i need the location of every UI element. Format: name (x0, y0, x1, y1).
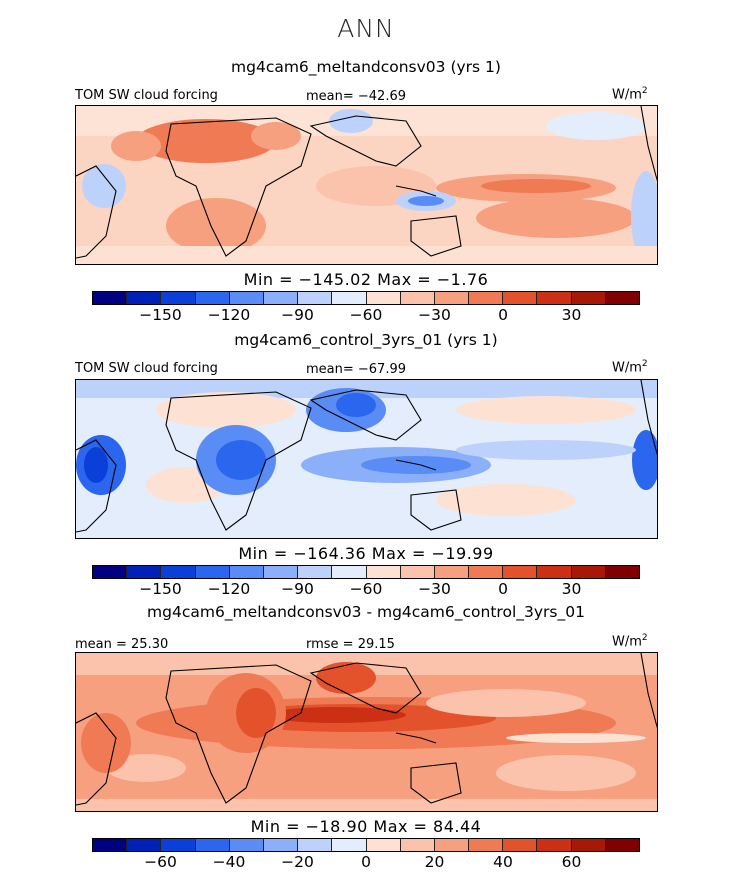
colorbar-tick-label: 30 (561, 580, 582, 598)
colorbar-swatch (263, 839, 299, 851)
panel-1-map-svg (76, 106, 657, 264)
colorbar-tick-label: 20 (424, 853, 445, 871)
colorbar-swatch (263, 566, 299, 578)
colorbar-swatch (400, 566, 435, 578)
colorbar-swatch (366, 292, 401, 304)
panel-3-min-max: Min = −18.90 Max = 84.44 (250, 817, 482, 836)
figure-title: ANN (337, 14, 395, 43)
panel-2-map (75, 379, 658, 539)
colorbar-tick-label: 0 (498, 580, 508, 598)
colorbar-tick-label: −30 (418, 306, 451, 324)
panel-3-map-svg (76, 653, 657, 811)
colorbar-swatch (229, 292, 264, 304)
colorbar-swatch (605, 566, 639, 578)
colorbar-swatch (229, 566, 264, 578)
panel-2-map-svg (76, 380, 657, 538)
colorbar-swatch (93, 566, 128, 578)
panel-3-rmse-label: rmse = 29.15 (306, 637, 395, 652)
panel-3-units: W/m2 (612, 633, 648, 650)
panel-1-variable-label: TOM SW cloud forcing (75, 88, 218, 103)
panel-1-map (75, 105, 658, 265)
colorbar-tick-label: 30 (561, 306, 582, 324)
colorbar-tick-label: 0 (498, 306, 508, 324)
panel-3-mean-label: mean = 25.30 (75, 637, 169, 652)
colorbar-swatch (161, 292, 196, 304)
colorbar-swatch (571, 292, 606, 304)
colorbar-swatch (434, 839, 470, 851)
colorbar-tick-label: −90 (281, 306, 314, 324)
colorbar-swatch (400, 292, 435, 304)
panel-3-colorbar (92, 838, 640, 852)
colorbar-swatch (332, 292, 367, 304)
colorbar-tick-label: 40 (493, 853, 513, 871)
colorbar-swatch (298, 292, 333, 304)
colorbar-tick-label: −90 (281, 580, 314, 598)
panel-1-mean-label: mean= −42.69 (306, 89, 407, 104)
panel-2-title: mg4cam6_control_3yrs_01 (yrs 1) (234, 331, 498, 349)
colorbar-tick-label: −150 (139, 306, 182, 324)
panel-2-mean-label: mean= −67.99 (306, 362, 407, 377)
colorbar-tick-label: 60 (561, 853, 582, 871)
colorbar-swatch (161, 566, 196, 578)
colorbar-swatch (503, 292, 538, 304)
colorbar-swatch (469, 292, 504, 304)
panel-2-colorbar (92, 565, 640, 579)
colorbar-swatch (127, 566, 162, 578)
colorbar-tick-label: −60 (349, 580, 383, 598)
colorbar-tick-label: −20 (281, 853, 314, 871)
colorbar-swatch (400, 839, 435, 851)
colorbar-swatch (298, 839, 333, 851)
panel-2-colorbar-ticks: −150 −120 −90 −60 −30 0 30 (92, 580, 640, 600)
colorbar-tick-label: −30 (418, 580, 451, 598)
colorbar-swatch (332, 566, 367, 578)
colorbar-swatch (195, 566, 230, 578)
colorbar-swatch (571, 839, 606, 851)
panel-1-min-max: Min = −145.02 Max = −1.76 (243, 270, 489, 289)
colorbar-swatch (195, 292, 230, 304)
colorbar-tick-label: −40 (212, 853, 246, 871)
colorbar-swatch (537, 292, 572, 304)
colorbar-swatch (298, 566, 333, 578)
colorbar-tick-label: −120 (207, 306, 251, 324)
colorbar-swatch (503, 839, 538, 851)
colorbar-swatch (605, 839, 639, 851)
panel-1-colorbar (92, 291, 640, 305)
colorbar-tick-label: −120 (207, 580, 251, 598)
colorbar-swatch (229, 839, 264, 851)
panel-1-units: W/m2 (612, 86, 648, 103)
colorbar-swatch (195, 839, 230, 851)
panel-2-variable-label: TOM SW cloud forcing (75, 361, 218, 376)
colorbar-swatch (127, 292, 162, 304)
colorbar-swatch (434, 566, 470, 578)
colorbar-swatch (503, 566, 538, 578)
colorbar-swatch (434, 292, 470, 304)
panel-3-title: mg4cam6_meltandconsv03 - mg4cam6_control… (147, 603, 585, 621)
colorbar-swatch (93, 839, 128, 851)
panel-2-min-max: Min = −164.36 Max = −19.99 (238, 544, 494, 563)
colorbar-swatch (263, 292, 299, 304)
colorbar-tick-label: −150 (139, 580, 182, 598)
colorbar-swatch (571, 566, 606, 578)
colorbar-tick-label: −60 (349, 306, 383, 324)
colorbar-tick-label: −60 (144, 853, 177, 871)
colorbar-swatch (161, 839, 196, 851)
colorbar-swatch (469, 839, 504, 851)
colorbar-swatch (537, 839, 572, 851)
panel-1-title: mg4cam6_meltandconsv03 (yrs 1) (231, 58, 501, 76)
colorbar-swatch (469, 566, 504, 578)
panel-2-units: W/m2 (612, 359, 648, 376)
colorbar-swatch (366, 839, 401, 851)
colorbar-swatch (366, 566, 401, 578)
colorbar-swatch (537, 566, 572, 578)
colorbar-swatch (93, 292, 128, 304)
panel-1-colorbar-ticks: −150 −120 −90 −60 −30 0 30 (92, 306, 640, 326)
colorbar-tick-label: 0 (361, 853, 371, 871)
panel-3-map (75, 652, 658, 812)
colorbar-swatch (332, 839, 367, 851)
panel-3-colorbar-ticks: −60 −40 −20 0 20 40 60 (92, 853, 640, 873)
colorbar-swatch (605, 292, 639, 304)
colorbar-swatch (127, 839, 162, 851)
